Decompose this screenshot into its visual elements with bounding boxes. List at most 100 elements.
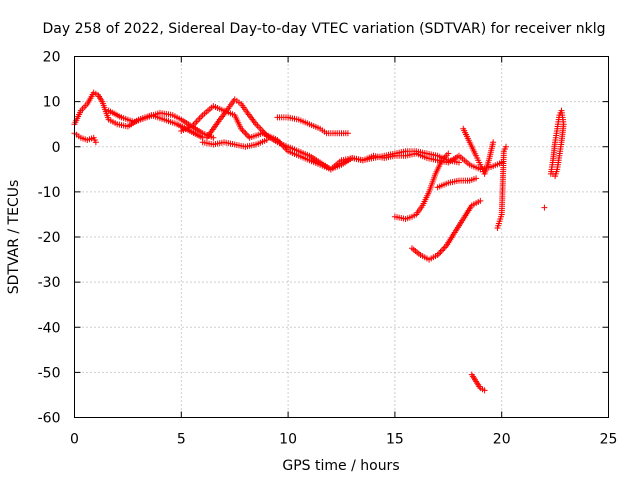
x-tick-label: 0 [70,432,79,448]
data-point-track [394,214,407,222]
data-point-track [440,152,450,162]
x-axis-label: GPS time / hours [282,458,399,474]
data-point-track [297,153,311,163]
data-point-track [287,149,300,158]
data-point-track [254,122,269,137]
data-point-track [205,118,222,140]
y-tick-label: -30 [38,275,61,291]
data-point [541,204,548,211]
data-point-track [452,217,466,234]
data-point [455,159,462,166]
data-point-track [486,141,496,162]
data-point-track [232,114,244,130]
data-point-track [318,160,333,172]
series-arc-2 [71,130,99,146]
x-tick-label: 25 [600,432,618,448]
data-point-track [552,168,560,177]
data-point-track [468,162,482,172]
data-point-track [414,204,425,216]
series-arc-10 [434,175,480,191]
data-point-track [308,122,322,131]
series-arc-8 [391,150,452,222]
series-arc-7 [274,114,351,137]
data-point-track [276,140,289,149]
y-tick-label: 10 [43,95,61,111]
data-point-track [495,220,502,229]
y-tick-label: 0 [52,140,61,156]
data-point-track [287,144,300,154]
data-point-track [212,104,225,113]
x-tick-label: 20 [493,432,511,448]
data-point-track [319,127,328,135]
data-point-track [107,117,119,127]
data-point-track [325,130,336,137]
data-point-track [201,104,215,117]
data-point-track [329,158,343,171]
data-point-track [426,150,439,159]
y-tick-label: -20 [38,230,61,246]
series-arc-13 [494,143,509,231]
data-point-track [426,172,438,193]
series-arc-6 [199,136,270,150]
data-point-track [433,159,444,175]
data-point-track [467,141,479,157]
data-point-track [96,93,105,103]
data-point-track [120,115,136,125]
series-arc-5 [203,96,462,173]
y-tick-label: -10 [38,185,61,201]
y-tick-label: -50 [38,365,61,381]
data-point-track [497,213,504,222]
data-point-track [245,111,258,126]
data-point [92,139,99,146]
axes: 0 5 10 15 20 25 -60 -50 -40 -30 -20 -10 0 10 20 [38,50,618,448]
x-tick-label: 5 [177,432,186,448]
data-point-track [490,160,503,170]
data-point-track [201,139,215,148]
data-point-track [372,153,386,161]
data-point-track [188,128,204,140]
data-point-track [163,117,178,127]
data-point-track [159,110,174,118]
data-point-track [436,180,450,190]
data-point [549,170,556,177]
data-point-track [239,127,252,140]
data-point [481,387,488,394]
data-point-track [212,139,225,148]
data-point-track [404,150,418,159]
data-point-track [226,98,237,110]
data-point-track [72,109,83,126]
data-point-track [461,204,474,221]
data-point-track [265,133,279,145]
data-point-track [410,246,422,257]
data-point-track [239,102,250,115]
grid-lines [74,56,609,418]
data-point-track [436,244,448,257]
data-point-track [133,115,148,125]
data-point-track [248,130,264,140]
series-arc-1 [71,89,206,141]
data-point-track [444,231,457,248]
data-point [490,139,497,146]
data-point-track [233,97,242,106]
data-point [445,150,452,157]
y-tick-label: 20 [43,50,61,66]
data-point-track [99,100,111,121]
data-point-track [419,253,430,262]
series-arc-14 [541,204,548,211]
data-point-track [428,253,439,262]
series-arc-9 [408,197,484,263]
data-point [344,130,351,137]
data-point-track [107,108,123,120]
data-point-track [474,155,483,166]
plot-frame [74,56,609,418]
data-point-track [474,380,483,390]
data-point [502,143,509,150]
data-point-track [190,113,205,128]
data-point-track [498,150,507,216]
data-point-track [297,149,311,158]
data-point-track [255,137,268,147]
data-point-track [469,373,478,383]
data-point-track [457,154,471,167]
data-point-track [482,159,492,175]
